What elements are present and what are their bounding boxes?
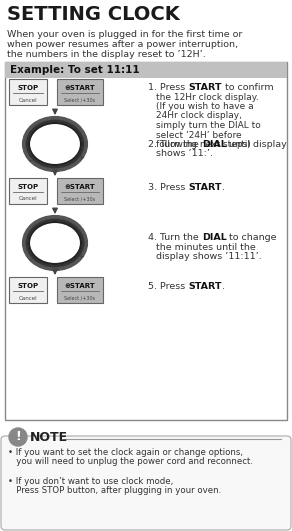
Text: Example: To set 11:11: Example: To set 11:11 bbox=[10, 65, 140, 75]
Text: .: . bbox=[222, 183, 225, 192]
Ellipse shape bbox=[24, 217, 86, 269]
FancyBboxPatch shape bbox=[57, 79, 103, 105]
Text: 4. Turn the: 4. Turn the bbox=[148, 233, 202, 242]
Text: Cancel: Cancel bbox=[19, 98, 37, 102]
FancyBboxPatch shape bbox=[9, 178, 47, 204]
Text: Press STOP button, after plugging in your oven.: Press STOP button, after plugging in you… bbox=[8, 486, 221, 495]
Text: Cancel: Cancel bbox=[19, 196, 37, 201]
Text: to change: to change bbox=[227, 233, 277, 242]
Text: display shows ’11:11’.: display shows ’11:11’. bbox=[156, 252, 262, 261]
Text: Select /+30s: Select /+30s bbox=[65, 295, 95, 301]
Text: 3. Press: 3. Press bbox=[148, 183, 188, 192]
Text: NOTE: NOTE bbox=[30, 431, 68, 444]
Ellipse shape bbox=[27, 121, 83, 167]
Text: ⊕START: ⊕START bbox=[65, 184, 95, 190]
Ellipse shape bbox=[27, 220, 83, 266]
Text: When your oven is plugged in for the first time or: When your oven is plugged in for the fir… bbox=[7, 30, 242, 39]
Text: shows ’11:’.: shows ’11:’. bbox=[156, 150, 213, 158]
Text: START: START bbox=[188, 83, 222, 92]
Text: START: START bbox=[188, 282, 222, 291]
Text: STOP: STOP bbox=[18, 184, 39, 190]
Text: START: START bbox=[188, 183, 222, 192]
Text: SETTING CLOCK: SETTING CLOCK bbox=[7, 5, 180, 24]
Text: Select /+30s: Select /+30s bbox=[65, 196, 95, 201]
Text: !: ! bbox=[15, 431, 21, 443]
FancyBboxPatch shape bbox=[57, 277, 103, 303]
Text: 5. Press: 5. Press bbox=[148, 282, 188, 291]
Text: Cancel: Cancel bbox=[19, 295, 37, 301]
Text: STOP: STOP bbox=[18, 283, 39, 289]
Text: when power resumes after a power interruption,: when power resumes after a power interru… bbox=[7, 40, 238, 49]
Text: the minutes until the: the minutes until the bbox=[156, 243, 256, 252]
Text: STOP: STOP bbox=[18, 85, 39, 91]
Text: • If you don’t want to use clock mode,: • If you don’t want to use clock mode, bbox=[8, 476, 173, 485]
Text: following next steps): following next steps) bbox=[156, 140, 251, 149]
Text: to confirm: to confirm bbox=[222, 83, 273, 92]
Ellipse shape bbox=[29, 222, 81, 264]
Text: ⊕START: ⊕START bbox=[65, 283, 95, 289]
FancyBboxPatch shape bbox=[9, 277, 47, 303]
Text: DIAL: DIAL bbox=[202, 233, 227, 242]
Text: select ’24H’ before: select ’24H’ before bbox=[156, 131, 241, 140]
Text: 24Hr clock display,: 24Hr clock display, bbox=[156, 112, 242, 121]
Text: the 12Hr clock display.: the 12Hr clock display. bbox=[156, 92, 259, 101]
Text: Select /+30s: Select /+30s bbox=[65, 98, 95, 102]
Text: the numbers in the display reset to ’12H’.: the numbers in the display reset to ’12H… bbox=[7, 50, 206, 59]
Text: .: . bbox=[222, 282, 225, 291]
Text: DIAL: DIAL bbox=[202, 140, 227, 149]
FancyBboxPatch shape bbox=[1, 436, 291, 530]
Text: • If you want to set the clock again or change options,: • If you want to set the clock again or … bbox=[8, 448, 243, 457]
FancyBboxPatch shape bbox=[57, 178, 103, 204]
Ellipse shape bbox=[24, 118, 86, 170]
Ellipse shape bbox=[29, 123, 81, 165]
Text: (If you wish to have a: (If you wish to have a bbox=[156, 102, 254, 111]
Text: ⊕START: ⊕START bbox=[65, 85, 95, 91]
Circle shape bbox=[9, 428, 27, 446]
Text: until display: until display bbox=[227, 140, 287, 149]
FancyBboxPatch shape bbox=[5, 62, 287, 420]
Text: you will need to unplug the power cord and reconnect.: you will need to unplug the power cord a… bbox=[8, 458, 253, 467]
Text: simply turn the DIAL to: simply turn the DIAL to bbox=[156, 121, 261, 130]
Text: 1. Press: 1. Press bbox=[148, 83, 188, 92]
FancyBboxPatch shape bbox=[5, 62, 287, 78]
FancyBboxPatch shape bbox=[9, 79, 47, 105]
Text: 2. Turn the: 2. Turn the bbox=[148, 140, 202, 149]
